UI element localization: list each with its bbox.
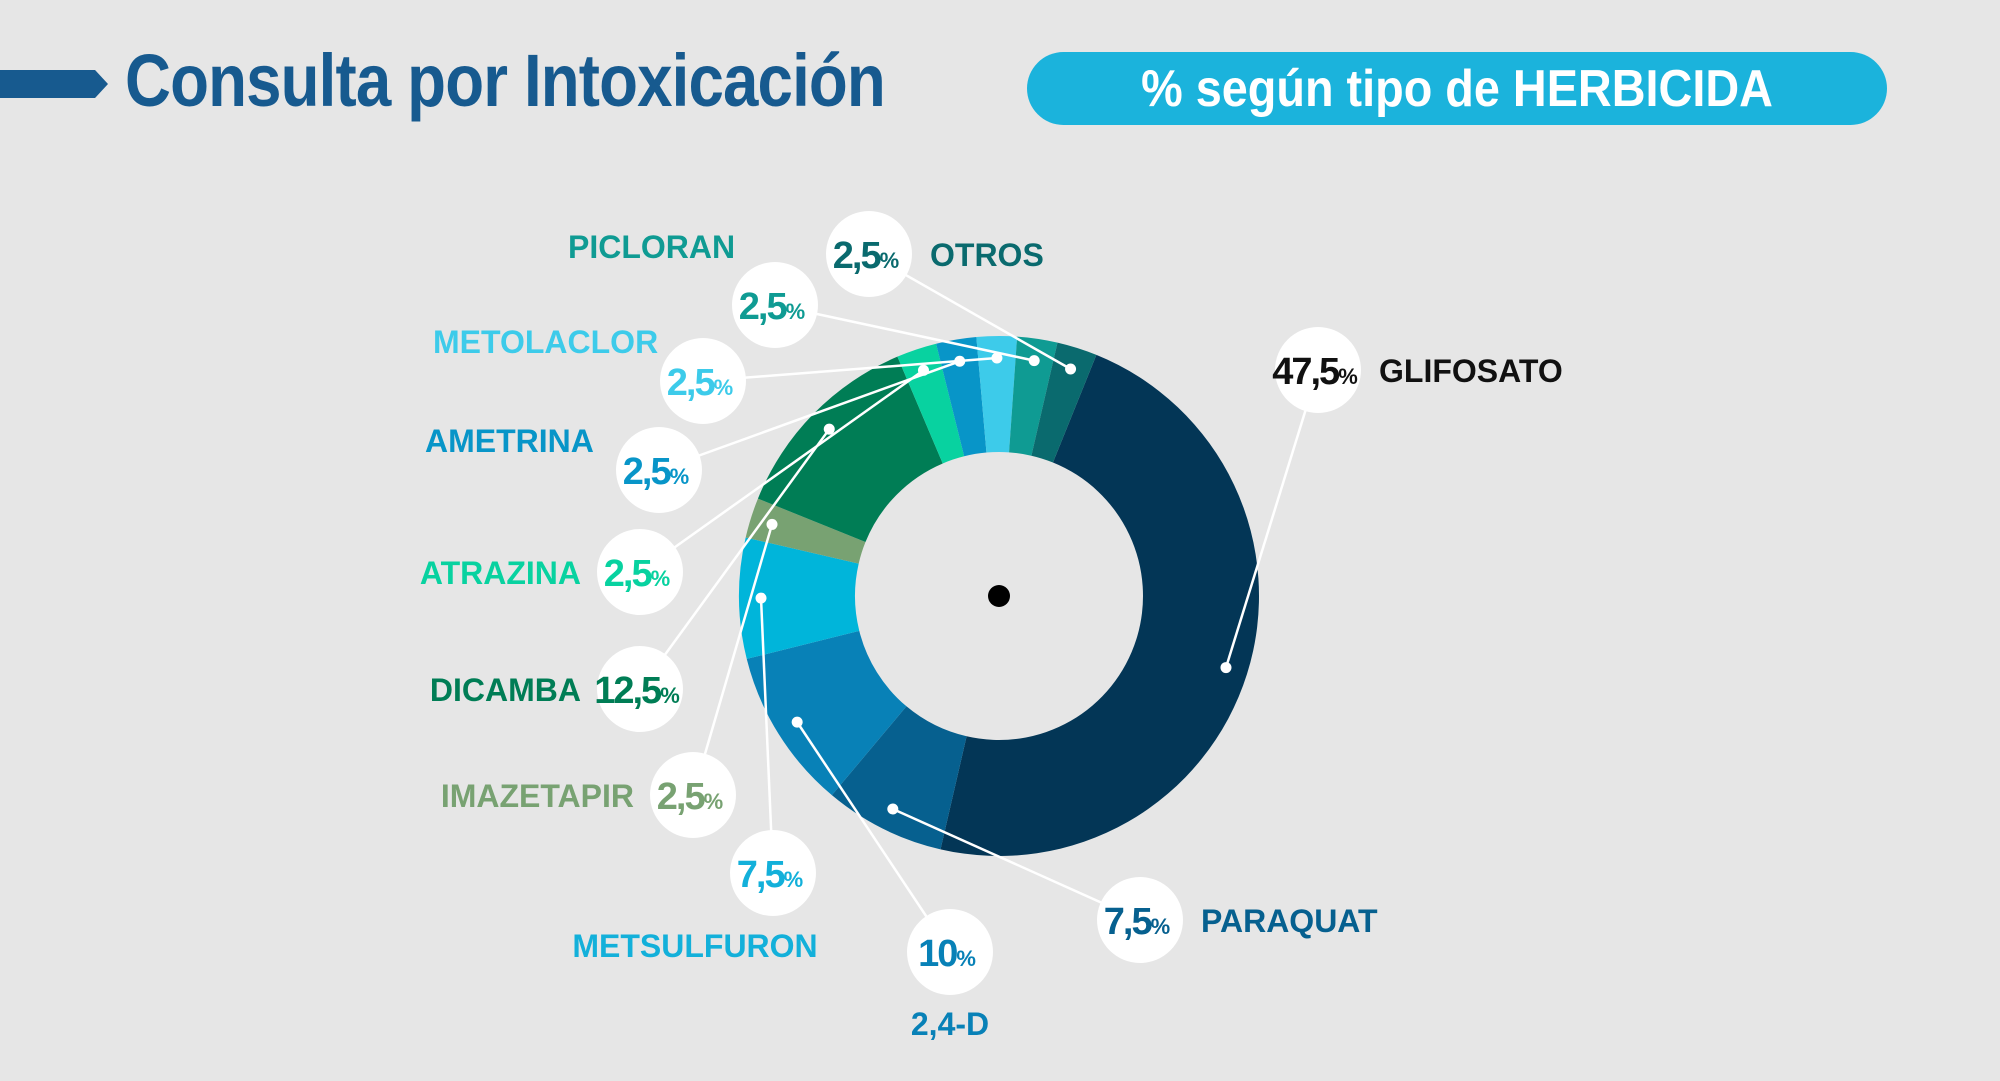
category-label-otros: OTROS [930,237,1044,273]
leader-dot-glifosato [1220,662,1232,674]
value-label-dicamba: 12,5% [594,670,680,712]
slice-imazetapir [745,498,866,564]
leader-dot-imazetapir [766,518,778,530]
leader-line-metsulfuron [759,598,775,874]
value-label-ametrina: 2,5% [623,451,689,493]
slice-metsulfuron [738,537,860,659]
value-label-2-4-d: 10% [918,933,976,975]
leader-line-imazetapir [691,524,774,796]
page-title: Consulta por Intoxicación [125,39,886,122]
slice-atrazina [897,343,965,464]
value-badge-metsulfuron [730,830,816,916]
leader-line-dicamba [638,428,831,690]
subtitle-pill: % según tipo de HERBICIDA [1027,52,1887,125]
value-badge-picloran [732,262,818,348]
leader-line-metolaclor [702,356,998,383]
category-label-dicamba: DICAMBA [430,672,581,708]
category-label-ametrina: AMETRINA [425,423,594,459]
value-badge-2-4-d [907,909,993,995]
center-dot [988,585,1010,607]
category-label-metolaclor: METOLACLOR [433,324,658,360]
value-label-paraquat: 7,5% [1104,901,1170,943]
leader-line-2-4-d [796,721,952,953]
category-label-picloran: PICLORAN [568,229,735,265]
slices [738,336,1260,856]
leader-line-glifosato [1224,369,1320,668]
leader-dot-dicamba [823,423,835,435]
value-badge-imazetapir [650,752,736,838]
value-badge-ametrina [616,427,702,513]
labels: 47,5% GLIFOSATO 7,5% PARAQUAT 10% 2,4-D 7,5% ME… [420,211,1563,1042]
category-label-glifosato: GLIFOSATO [1379,353,1563,389]
value-label-metsulfuron: 7,5% [737,854,803,896]
slice-paraquat [831,706,967,850]
slice-dicamba [757,356,943,543]
leader-dot-otros [1065,363,1077,375]
leader-line-atrazina [639,369,925,574]
slice-glifosato [940,354,1260,856]
slice-picloran [1009,336,1058,456]
value-badge-paraquat [1097,877,1183,963]
leader-dot-paraquat [887,803,899,815]
category-label-paraquat: PARAQUAT [1201,903,1378,939]
value-label-metolaclor: 2,5% [667,362,733,404]
category-label-2-4-d: 2,4-D [911,1006,989,1042]
slice-otros [1031,342,1097,463]
value-label-imazetapir: 2,5% [657,776,723,818]
subtitle-text: % según tipo de HERBICIDA [1141,59,1773,118]
value-label-atrazina: 2,5% [604,553,670,595]
value-label-glifosato: 47,5% [1272,351,1358,393]
value-badge-glifosato [1275,327,1361,413]
slice-ametrina [936,336,987,457]
leader-dot-metsulfuron [755,592,767,604]
category-label-metsulfuron: METSULFURON [572,928,817,964]
leader-line-paraquat [892,807,1141,922]
slice-metolaclor [976,336,1018,453]
value-badge-otros [826,211,912,297]
category-label-atrazina: ATRAZINA [420,555,581,591]
leader-dot-metolaclor [991,352,1003,364]
category-label-imazetapir: IMAZETAPIR [441,778,634,814]
arrow-icon [0,70,108,98]
value-badge-metolaclor [660,338,746,424]
leader-dot-picloran [1028,355,1040,367]
slice-2-4-d [746,630,907,796]
leader-line-ametrina [658,360,961,472]
leader-dot-2-4-d [791,716,803,728]
header: Consulta por Intoxicación % según tipo d… [0,0,2000,140]
value-label-picloran: 2,5% [739,286,805,328]
leader-line-picloran [774,303,1035,362]
value-label-otros: 2,5% [833,235,899,277]
leader-lines [638,252,1320,953]
value-badge-atrazina [597,529,683,615]
value-badge-dicamba [597,646,683,732]
